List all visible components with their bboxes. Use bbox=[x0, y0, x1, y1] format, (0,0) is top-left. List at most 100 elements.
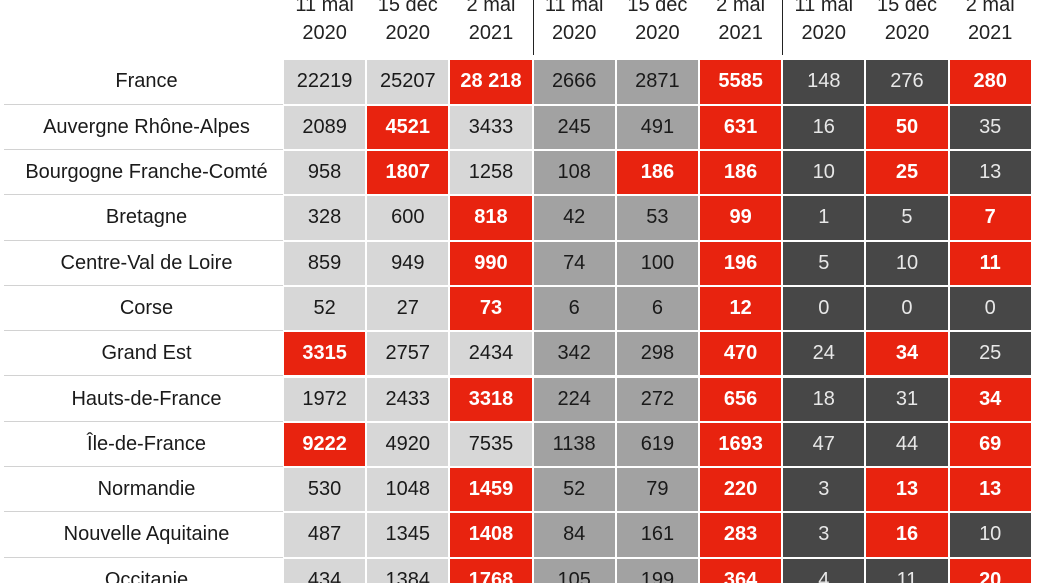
column-header: 11 mai 2020 bbox=[533, 0, 616, 58]
table-cell: 22219 bbox=[284, 60, 366, 104]
column-header: 2 mai 2021 bbox=[449, 0, 532, 58]
table-cell: 25 bbox=[949, 332, 1031, 376]
column-header-date: 2 mai bbox=[965, 0, 1015, 16]
row-label: Corse bbox=[4, 286, 283, 332]
table-cell: 434 bbox=[284, 558, 366, 583]
table-cell: 6 bbox=[616, 286, 698, 331]
table-cell: 5 bbox=[783, 241, 865, 285]
table-cell: 1345 bbox=[367, 513, 449, 557]
table-cell: 13 bbox=[949, 151, 1031, 195]
column-header-date: 15 dec bbox=[627, 0, 688, 16]
row-label: Normandie bbox=[4, 467, 283, 513]
table-cell: 42 bbox=[533, 196, 615, 240]
highlighted-table-cell: 13 bbox=[866, 468, 948, 512]
highlighted-table-cell: 186 bbox=[700, 151, 782, 195]
highlighted-table-cell: 656 bbox=[700, 377, 782, 421]
row-label: Occitanie bbox=[4, 558, 283, 583]
table-cell: 487 bbox=[284, 513, 366, 557]
table-cell: 4920 bbox=[367, 422, 449, 467]
table-cell: 958 bbox=[284, 151, 366, 195]
table-cell: 859 bbox=[284, 241, 366, 285]
table-cell: 24 bbox=[783, 332, 865, 376]
table-cell: 600 bbox=[367, 196, 449, 240]
table-cell: 949 bbox=[367, 241, 449, 285]
table-cell: 10 bbox=[783, 151, 865, 195]
highlighted-table-cell: 7 bbox=[949, 196, 1031, 240]
row-label: Hauts-de-France bbox=[4, 377, 283, 422]
highlighted-table-cell: 1693 bbox=[700, 422, 782, 467]
table-cell: 0 bbox=[866, 286, 948, 331]
table-cell: 53 bbox=[616, 196, 698, 240]
highlighted-table-cell: 4521 bbox=[367, 105, 449, 149]
table-cell: 47 bbox=[783, 422, 865, 467]
highlighted-table-cell: 631 bbox=[700, 105, 782, 149]
table-cell: 1384 bbox=[367, 558, 449, 583]
table-cell: 2433 bbox=[367, 377, 449, 421]
table-cell: 6 bbox=[533, 286, 615, 331]
highlighted-table-cell: 69 bbox=[949, 422, 1031, 467]
highlighted-table-cell: 28 218 bbox=[450, 60, 532, 104]
highlighted-table-cell: 364 bbox=[700, 558, 782, 583]
column-header-date: 11 mai bbox=[295, 0, 354, 16]
table-cell: 27 bbox=[367, 286, 449, 331]
column-header-date: 15 dec bbox=[377, 0, 438, 16]
column-header: 15 dec 2020 bbox=[865, 0, 948, 58]
highlighted-table-cell: 1768 bbox=[450, 558, 532, 583]
column-group-divider bbox=[533, 0, 534, 55]
table-cell: 2871 bbox=[616, 60, 698, 104]
row-label: Auvergne Rhône-Alpes bbox=[4, 105, 283, 150]
row-label: Grand Est bbox=[4, 331, 283, 377]
table-cell: 3433 bbox=[450, 105, 532, 149]
table-cell: 3 bbox=[783, 468, 865, 512]
row-label: France bbox=[4, 59, 283, 105]
column-header-date: 11 mai bbox=[544, 0, 604, 16]
column-header-date: 2 mai bbox=[466, 0, 516, 16]
highlighted-table-cell: 196 bbox=[700, 241, 782, 285]
table-cell: 2089 bbox=[284, 105, 366, 149]
table-cell: 0 bbox=[949, 286, 1031, 331]
column-header: 15 dec 2020 bbox=[616, 0, 699, 58]
highlighted-table-cell: 11 bbox=[949, 241, 1031, 285]
highlighted-table-cell: 186 bbox=[616, 151, 698, 195]
column-header-year: 2021 bbox=[967, 22, 1013, 44]
table-cell: 298 bbox=[616, 332, 698, 376]
table-cell: 108 bbox=[533, 151, 615, 195]
column-header-year: 2020 bbox=[385, 22, 431, 44]
column-header-year: 2020 bbox=[302, 22, 347, 44]
table-cell: 272 bbox=[616, 377, 698, 421]
highlighted-table-cell: 1408 bbox=[450, 513, 532, 557]
column-header-year: 2020 bbox=[801, 22, 847, 44]
row-label: Bretagne bbox=[4, 195, 283, 241]
column-header-year: 2020 bbox=[635, 22, 680, 44]
highlighted-table-cell: 3315 bbox=[284, 332, 366, 376]
column-header: 2 mai 2021 bbox=[699, 0, 782, 58]
table-cell: 2434 bbox=[450, 332, 532, 376]
table-cell: 105 bbox=[533, 558, 615, 583]
highlighted-table-cell: 5585 bbox=[700, 60, 782, 104]
highlighted-table-cell: 50 bbox=[866, 105, 948, 149]
table-cell: 491 bbox=[616, 105, 698, 149]
table-cell: 1258 bbox=[450, 151, 532, 195]
table-cell: 1138 bbox=[533, 422, 615, 467]
table-cell: 1 bbox=[783, 196, 865, 240]
column-header: 11 mai 2020 bbox=[283, 0, 366, 58]
column-header-year: 2021 bbox=[718, 22, 763, 44]
table-cell: 25207 bbox=[367, 60, 449, 104]
table-cell: 3 bbox=[783, 513, 865, 557]
column-header: 2 mai 2021 bbox=[949, 0, 1032, 58]
column-header-date: 11 mai bbox=[794, 0, 854, 16]
table-cell: 619 bbox=[616, 422, 698, 467]
table-cell: 10 bbox=[949, 513, 1031, 557]
column-header-year: 2021 bbox=[468, 22, 514, 44]
highlighted-table-cell: 280 bbox=[949, 60, 1031, 104]
table-cell: 52 bbox=[533, 468, 615, 512]
highlighted-table-cell: 470 bbox=[700, 332, 782, 376]
table-cell: 199 bbox=[616, 558, 698, 583]
table-cell: 245 bbox=[533, 105, 615, 149]
column-header-year: 2020 bbox=[551, 22, 597, 44]
table-cell: 7535 bbox=[450, 422, 532, 467]
table-cell: 18 bbox=[783, 377, 865, 421]
highlighted-table-cell: 220 bbox=[700, 468, 782, 512]
highlighted-table-cell: 12 bbox=[700, 286, 782, 331]
